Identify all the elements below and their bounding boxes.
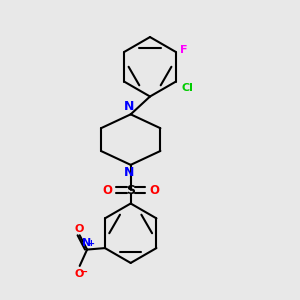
Text: Cl: Cl [181, 83, 193, 93]
Text: S: S [126, 184, 135, 196]
Text: N: N [124, 166, 134, 179]
Text: +: + [88, 239, 94, 248]
Text: −: − [80, 267, 88, 277]
Text: O: O [75, 269, 84, 279]
Text: O: O [102, 184, 112, 196]
Text: N: N [124, 100, 134, 113]
Text: O: O [74, 224, 83, 234]
Text: N: N [82, 238, 92, 248]
Text: O: O [149, 184, 159, 196]
Text: F: F [180, 45, 188, 56]
